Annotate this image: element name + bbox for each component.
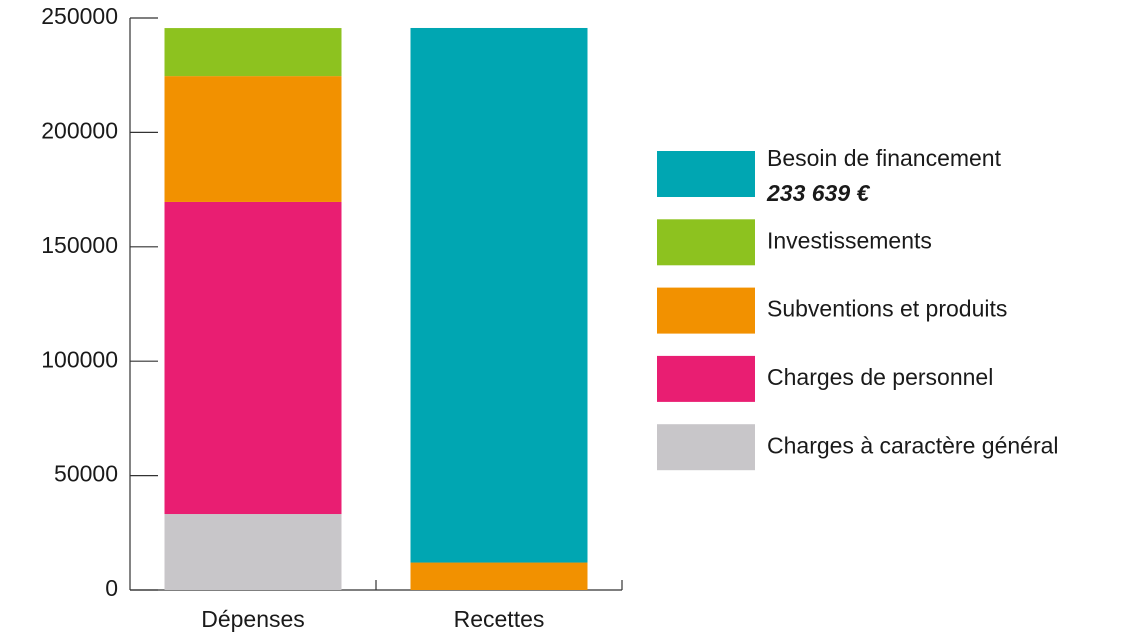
legend-swatch <box>657 287 755 334</box>
y-tick-label: 200000 <box>41 117 118 143</box>
bar-segment <box>410 562 588 590</box>
bar-segment <box>164 76 342 202</box>
legend-swatch <box>657 219 755 266</box>
bar-segment <box>164 514 342 590</box>
bar-segment <box>164 28 342 77</box>
legend-note: 233 639 € <box>766 180 871 206</box>
legend-label: Besoin de financement <box>767 145 1002 171</box>
legend-label: Charges à caractère général <box>767 432 1059 458</box>
bar-segment <box>164 201 342 515</box>
x-tick-label: Dépenses <box>201 606 305 632</box>
y-tick-label: 50000 <box>54 461 118 487</box>
y-tick-label: 0 <box>105 575 118 601</box>
x-tick-label: Recettes <box>454 606 545 632</box>
legend-label: Charges de personnel <box>767 364 993 390</box>
legend-swatch <box>657 355 755 402</box>
legend-swatch <box>657 424 755 471</box>
y-tick-label: 150000 <box>41 232 118 258</box>
bar-segment <box>410 27 588 563</box>
y-tick-label: 250000 <box>41 3 118 29</box>
y-tick-label: 100000 <box>41 346 118 372</box>
legend-label: Subventions et produits <box>767 296 1007 322</box>
legend-swatch <box>657 151 755 197</box>
legend-label: Investissements <box>767 227 932 253</box>
